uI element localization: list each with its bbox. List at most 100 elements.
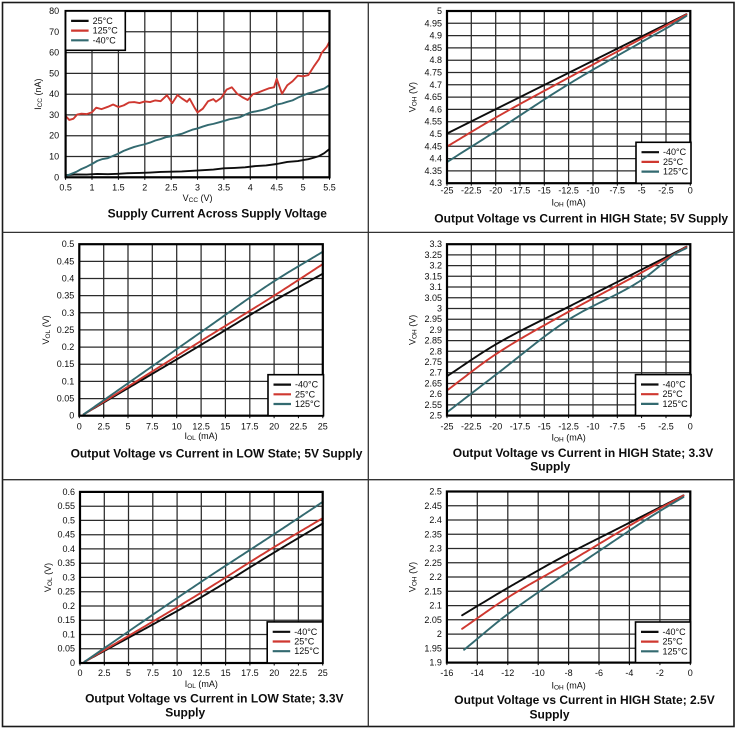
svg-text:15: 15 bbox=[221, 668, 231, 678]
svg-text:4.8: 4.8 bbox=[429, 55, 442, 65]
svg-text:0: 0 bbox=[77, 668, 82, 678]
svg-text:IOH (mA): IOH (mA) bbox=[551, 681, 585, 692]
svg-text:0.2: 0.2 bbox=[62, 601, 75, 611]
svg-text:4.55: 4.55 bbox=[424, 117, 442, 127]
svg-text:0.6: 0.6 bbox=[62, 487, 75, 497]
svg-text:2.5: 2.5 bbox=[97, 421, 110, 431]
svg-text:0.25: 0.25 bbox=[57, 325, 75, 335]
svg-text:25°C: 25°C bbox=[295, 389, 316, 399]
svg-text:2.5: 2.5 bbox=[98, 668, 111, 678]
svg-text:-40°C: -40°C bbox=[663, 380, 687, 390]
svg-text:125°C: 125°C bbox=[294, 646, 320, 656]
svg-text:0: 0 bbox=[688, 668, 693, 678]
svg-text:25°C: 25°C bbox=[663, 637, 684, 647]
svg-text:5: 5 bbox=[301, 183, 306, 193]
svg-text:2.5: 2.5 bbox=[165, 183, 178, 193]
svg-text:40: 40 bbox=[49, 89, 59, 99]
svg-text:VOH (V): VOH (V) bbox=[408, 562, 419, 592]
svg-text:VCC (V): VCC (V) bbox=[183, 193, 213, 204]
svg-text:VOH (V): VOH (V) bbox=[408, 82, 419, 112]
svg-text:4.85: 4.85 bbox=[424, 43, 442, 53]
svg-text:2: 2 bbox=[142, 183, 147, 193]
svg-text:7.5: 7.5 bbox=[146, 421, 159, 431]
svg-text:-14: -14 bbox=[471, 668, 484, 678]
svg-text:125°C: 125°C bbox=[295, 399, 321, 409]
svg-text:2.15: 2.15 bbox=[424, 586, 442, 596]
svg-text:Output Voltage vs Current in H: Output Voltage vs Current in HIGH State;… bbox=[434, 212, 728, 226]
svg-text:0.45: 0.45 bbox=[57, 530, 75, 540]
svg-text:-7.5: -7.5 bbox=[610, 186, 626, 196]
svg-text:Output Voltage vs Current in H: Output Voltage vs Current in HIGH State;… bbox=[453, 446, 713, 460]
svg-text:2.25: 2.25 bbox=[424, 558, 442, 568]
svg-text:2.4: 2.4 bbox=[429, 515, 442, 525]
svg-text:3: 3 bbox=[195, 183, 200, 193]
svg-text:17.5: 17.5 bbox=[241, 668, 259, 678]
svg-text:12.5: 12.5 bbox=[192, 421, 210, 431]
svg-text:0.15: 0.15 bbox=[57, 615, 75, 625]
svg-text:22.5: 22.5 bbox=[290, 421, 308, 431]
svg-text:4.95: 4.95 bbox=[424, 18, 442, 28]
svg-text:125°C: 125°C bbox=[663, 399, 689, 409]
svg-text:17.5: 17.5 bbox=[241, 421, 259, 431]
svg-text:7.5: 7.5 bbox=[147, 668, 160, 678]
svg-text:3.25: 3.25 bbox=[424, 250, 442, 260]
svg-text:-7.5: -7.5 bbox=[610, 422, 626, 432]
svg-text:30: 30 bbox=[49, 110, 59, 120]
svg-text:125°C: 125°C bbox=[663, 167, 689, 177]
svg-text:0: 0 bbox=[688, 186, 693, 196]
svg-text:0.45: 0.45 bbox=[57, 256, 75, 266]
svg-text:1.95: 1.95 bbox=[424, 643, 442, 653]
svg-text:Supply Current Across Supply V: Supply Current Across Supply Voltage bbox=[108, 206, 328, 220]
svg-text:-22.5: -22.5 bbox=[461, 422, 482, 432]
svg-text:IOL (mA): IOL (mA) bbox=[185, 431, 218, 442]
svg-text:-15: -15 bbox=[538, 186, 551, 196]
svg-text:0: 0 bbox=[69, 411, 74, 421]
svg-text:3.2: 3.2 bbox=[429, 261, 442, 271]
svg-text:-8: -8 bbox=[565, 668, 573, 678]
svg-text:25°C: 25°C bbox=[663, 389, 684, 399]
svg-text:20: 20 bbox=[269, 668, 279, 678]
svg-text:2.95: 2.95 bbox=[424, 314, 442, 324]
svg-text:2.45: 2.45 bbox=[424, 501, 442, 511]
svg-text:0.3: 0.3 bbox=[62, 572, 75, 582]
svg-text:4.9: 4.9 bbox=[429, 31, 442, 41]
svg-text:0.4: 0.4 bbox=[62, 544, 75, 554]
svg-text:1.5: 1.5 bbox=[112, 183, 125, 193]
svg-text:-10: -10 bbox=[532, 668, 545, 678]
svg-text:2.3: 2.3 bbox=[429, 544, 442, 554]
svg-text:4.45: 4.45 bbox=[424, 141, 442, 151]
svg-text:12.5: 12.5 bbox=[193, 668, 211, 678]
svg-text:2.55: 2.55 bbox=[424, 400, 442, 410]
svg-text:25: 25 bbox=[318, 668, 328, 678]
svg-text:3: 3 bbox=[437, 304, 442, 314]
svg-text:70: 70 bbox=[49, 27, 59, 37]
svg-text:3.1: 3.1 bbox=[429, 282, 442, 292]
svg-text:5: 5 bbox=[125, 421, 130, 431]
svg-text:VOL (V): VOL (V) bbox=[41, 315, 52, 344]
svg-text:-2.5: -2.5 bbox=[658, 422, 674, 432]
svg-text:-5: -5 bbox=[638, 422, 646, 432]
svg-text:3.5: 3.5 bbox=[218, 183, 231, 193]
svg-text:25°C: 25°C bbox=[663, 157, 684, 167]
svg-text:0.4: 0.4 bbox=[62, 274, 75, 284]
svg-text:Supply: Supply bbox=[529, 707, 569, 721]
svg-text:10: 10 bbox=[172, 421, 182, 431]
svg-text:125°C: 125°C bbox=[93, 26, 119, 36]
svg-text:80: 80 bbox=[49, 6, 59, 16]
svg-text:0.35: 0.35 bbox=[57, 558, 75, 568]
svg-text:4.3: 4.3 bbox=[429, 178, 442, 188]
svg-text:10: 10 bbox=[172, 668, 182, 678]
svg-text:22.5: 22.5 bbox=[290, 668, 308, 678]
svg-text:0.55: 0.55 bbox=[57, 501, 75, 511]
svg-text:4.5: 4.5 bbox=[429, 129, 442, 139]
svg-text:0: 0 bbox=[688, 422, 693, 432]
svg-text:3.05: 3.05 bbox=[424, 293, 442, 303]
svg-text:1: 1 bbox=[89, 183, 94, 193]
svg-text:-12.5: -12.5 bbox=[558, 186, 579, 196]
svg-text:-25: -25 bbox=[440, 422, 453, 432]
svg-text:4.7: 4.7 bbox=[429, 80, 442, 90]
svg-text:2.5: 2.5 bbox=[429, 487, 442, 497]
svg-text:25°C: 25°C bbox=[294, 637, 315, 647]
svg-text:2.8: 2.8 bbox=[429, 346, 442, 356]
svg-text:IOL (mA): IOL (mA) bbox=[185, 679, 218, 690]
